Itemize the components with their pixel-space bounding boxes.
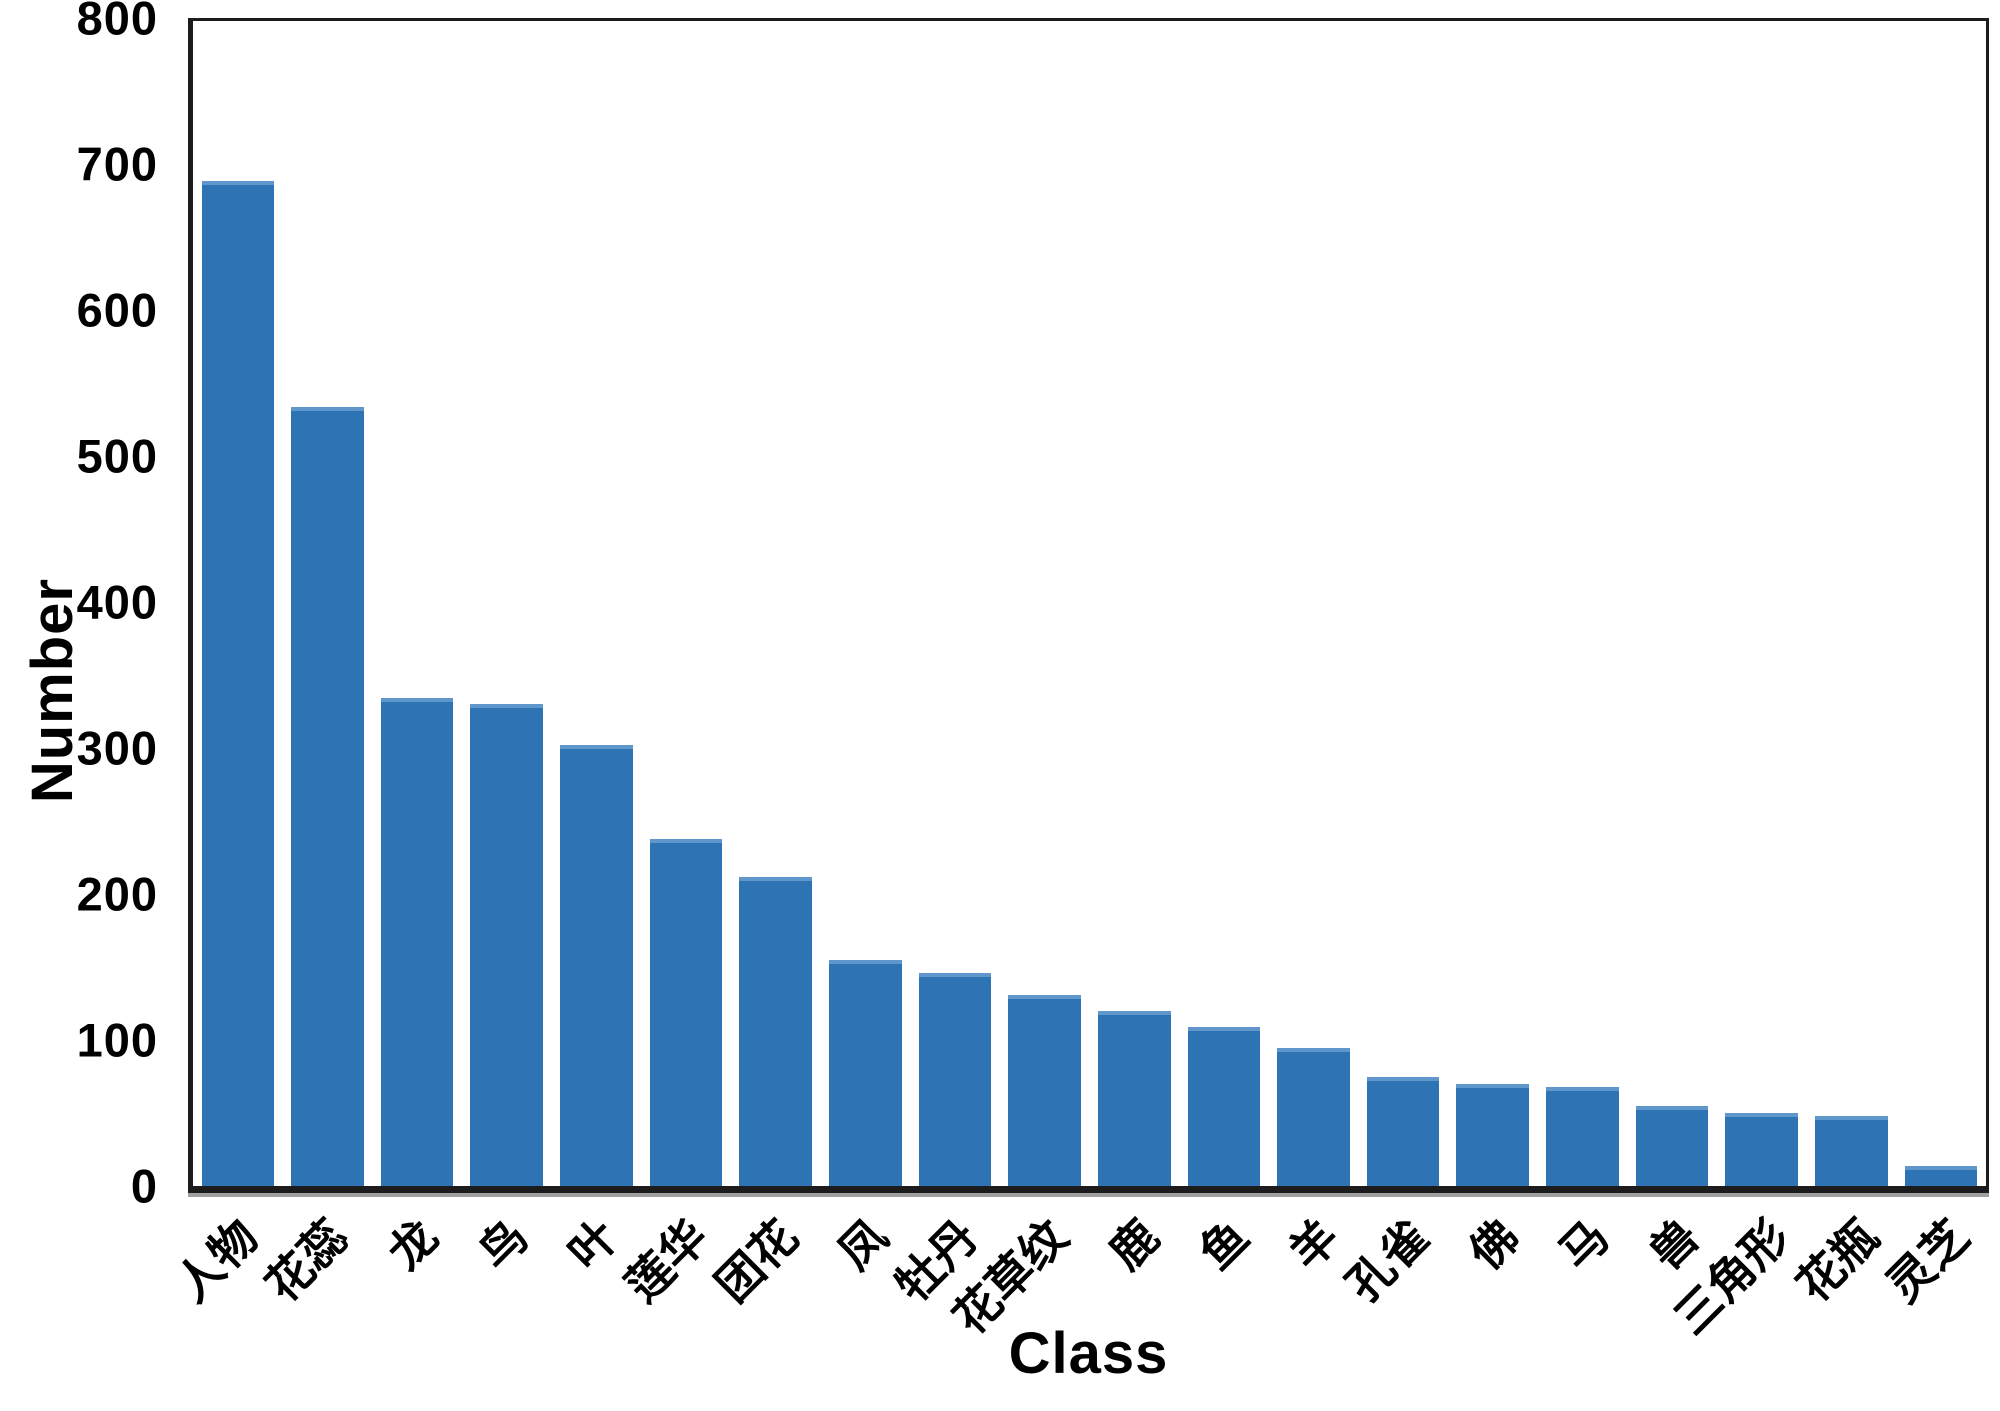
bar-花蕊 (291, 406, 364, 1186)
x-tick-label: 团花 (706, 1209, 808, 1312)
y-axis-ticks: 0 100 200 300 400 500 600 700 800 (0, 0, 168, 1210)
bar-团花 (739, 877, 812, 1186)
x-tick-label: 佛 (1459, 1209, 1529, 1280)
x-tick-label: 孔雀 (1336, 1209, 1439, 1312)
bar-羊 (1277, 1047, 1350, 1186)
x-tick-label: 兽 (1639, 1209, 1709, 1280)
y-tick-label: 400 (76, 575, 158, 629)
bar-孔雀 (1366, 1076, 1440, 1186)
x-tick-label: 莲华 (616, 1209, 718, 1312)
bar-鱼 (1187, 1027, 1261, 1186)
y-tick-label: 500 (76, 429, 158, 483)
bar-series (193, 21, 1986, 1186)
bar-叶 (560, 744, 633, 1186)
x-axis-title: Class (1008, 1321, 1169, 1386)
y-tick-label: 0 (130, 1159, 158, 1213)
bar-三角形 (1725, 1113, 1799, 1186)
bar-马 (1546, 1086, 1619, 1186)
x-tick-label: 人物 (165, 1209, 268, 1312)
y-tick-label: 100 (76, 1013, 158, 1067)
x-tick-label: 灵芝 (1876, 1209, 1979, 1312)
bar-鹿 (1097, 1011, 1171, 1186)
bar-灵芝 (1904, 1165, 1978, 1186)
x-tick-label: 凤 (828, 1209, 899, 1280)
x-tick-label: 花瓶 (1786, 1209, 1889, 1312)
x-tick-label: 鸟 (468, 1209, 538, 1280)
bar-凤 (829, 960, 902, 1186)
y-tick-label: 800 (76, 0, 158, 45)
plot-area (188, 18, 1989, 1193)
bar-鸟 (470, 703, 544, 1186)
y-tick-label: 300 (76, 721, 158, 775)
y-tick-label: 700 (76, 137, 158, 191)
y-tick-label: 600 (76, 283, 158, 337)
x-tick-label: 花蕊 (255, 1209, 358, 1312)
x-tick-label: 鱼 (1188, 1209, 1259, 1280)
x-tick-label: 马 (1549, 1209, 1619, 1280)
x-tick-label: 龙 (378, 1209, 448, 1280)
bar-牡丹 (918, 973, 992, 1186)
bar-莲华 (649, 839, 723, 1186)
bar-人物 (201, 181, 275, 1186)
bar-花草纹 (1008, 995, 1081, 1186)
x-tick-label: 叶 (558, 1209, 628, 1280)
x-tick-label: 鹿 (1098, 1209, 1169, 1280)
bar-兽 (1635, 1105, 1709, 1186)
y-tick-label: 200 (76, 867, 158, 921)
bar-佛 (1456, 1084, 1530, 1186)
bar-龙 (380, 698, 454, 1186)
bar-花瓶 (1815, 1116, 1888, 1186)
x-tick-label: 羊 (1278, 1209, 1349, 1280)
